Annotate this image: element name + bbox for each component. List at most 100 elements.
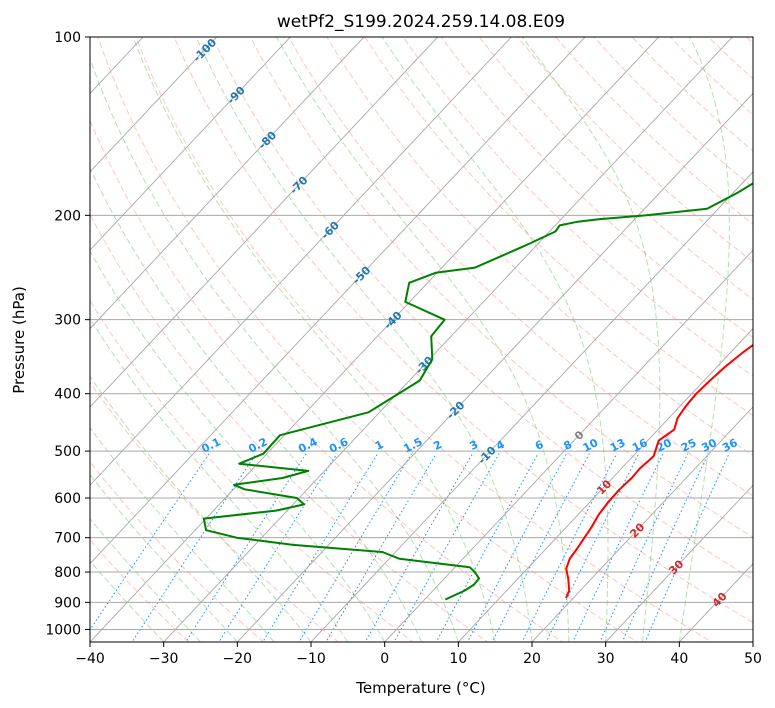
moist-adiabat bbox=[195, 37, 533, 642]
moist-adiabat bbox=[381, 37, 609, 642]
mixing-ratio-label: 30 bbox=[699, 436, 719, 455]
moist-adiabat bbox=[90, 426, 275, 642]
mixing-ratio-line bbox=[599, 453, 689, 642]
isotherm bbox=[605, 484, 753, 642]
mixing-ratio-label: 13 bbox=[608, 436, 628, 455]
dry-adiabat bbox=[517, 37, 753, 263]
mixing-ratio-label: 0.1 bbox=[200, 435, 223, 455]
mixing-ratio-label: 36 bbox=[720, 436, 740, 455]
mixing-ratio-line bbox=[644, 453, 730, 642]
dry-adiabat bbox=[211, 37, 753, 581]
axes: −40 −30 −20 −10 0 10 20 30 40 50 100 200 300 400 500 60… bbox=[45, 30, 762, 667]
dry-adiabat bbox=[97, 37, 639, 642]
dry-adiabat bbox=[326, 37, 753, 456]
moist-adiabat bbox=[132, 37, 496, 642]
isotherm bbox=[90, 37, 218, 173]
mixing-ratio-line bbox=[491, 453, 590, 642]
isotherm bbox=[310, 171, 753, 642]
y-tick-label: 800 bbox=[54, 565, 81, 581]
dry-adiabat bbox=[90, 299, 414, 642]
x-tick-label: 40 bbox=[670, 651, 688, 667]
moist-adiabat bbox=[90, 375, 312, 642]
mixing-ratio-line bbox=[621, 453, 709, 642]
dry-adiabat bbox=[90, 538, 190, 642]
isotherm bbox=[90, 37, 660, 642]
y-tick-label: 400 bbox=[54, 387, 81, 403]
dry-adiabat bbox=[364, 37, 753, 417]
mixing-ratio-line bbox=[435, 453, 539, 642]
y-tick-label: 300 bbox=[54, 313, 81, 329]
y-tick-label: 200 bbox=[54, 208, 81, 224]
y-tick-label: 900 bbox=[54, 595, 81, 611]
isotherm bbox=[678, 563, 753, 642]
mixing-ratio-line bbox=[90, 453, 210, 631]
mixing-ratio-label: 0.4 bbox=[296, 435, 320, 456]
profile-series bbox=[202, 182, 753, 601]
moist-adiabat bbox=[276, 37, 570, 642]
dry-adiabat bbox=[249, 37, 753, 538]
dry-adiabat bbox=[135, 37, 713, 642]
isotherm bbox=[752, 641, 753, 642]
temperature-profile bbox=[565, 343, 753, 599]
moist-adiabat bbox=[90, 167, 422, 642]
x-tick-label: 0 bbox=[380, 651, 389, 667]
isotherm bbox=[457, 327, 753, 642]
plot-frame bbox=[89, 36, 754, 643]
mixing-ratio-line bbox=[364, 453, 473, 642]
x-tick-label: 30 bbox=[597, 651, 615, 667]
moist-adiabat bbox=[90, 560, 165, 642]
dry-adiabat bbox=[173, 37, 753, 624]
isotherm bbox=[90, 37, 439, 408]
x-tick-label: −40 bbox=[75, 651, 105, 667]
x-axis-label: Temperature (°C) bbox=[355, 679, 485, 697]
dry-adiabat bbox=[555, 37, 753, 226]
isotherm bbox=[90, 37, 365, 330]
isotherm bbox=[531, 406, 753, 642]
dry-adiabat bbox=[90, 213, 489, 642]
isotherm bbox=[90, 37, 291, 251]
mixing-ratio-line bbox=[545, 453, 640, 642]
mixing-ratio-line bbox=[521, 453, 618, 642]
mixing-ratio-line bbox=[298, 453, 412, 642]
y-tick-label: 100 bbox=[54, 30, 81, 46]
y-tick-label: 500 bbox=[54, 444, 81, 460]
isotherm bbox=[384, 249, 753, 642]
mixing-ratio-label: 1.5 bbox=[401, 435, 424, 455]
y-tick-label: 1000 bbox=[45, 622, 81, 638]
dry-adiabat bbox=[288, 37, 753, 497]
isotherm bbox=[90, 37, 586, 565]
moist-adiabat bbox=[90, 518, 201, 642]
mixing-ratio-line bbox=[218, 453, 338, 642]
y-tick-label: 700 bbox=[54, 531, 81, 547]
dry-adiabat bbox=[478, 37, 753, 300]
isotherm bbox=[163, 37, 733, 642]
dry-adiabat bbox=[745, 37, 753, 44]
isotherm bbox=[90, 37, 512, 486]
mixing-ratio-line bbox=[262, 453, 379, 642]
moist-adiabat bbox=[90, 250, 386, 642]
y-axis-label: Pressure (hPa) bbox=[10, 286, 28, 394]
mixing-ratio-label: 10 bbox=[581, 436, 601, 455]
dry-adiabat bbox=[90, 381, 340, 642]
dry-adiabat bbox=[631, 37, 753, 152]
dry-adiabat bbox=[707, 37, 753, 80]
dewpoint-profile bbox=[202, 182, 753, 601]
mixing-ratio-line bbox=[393, 453, 500, 642]
x-tick-label: 50 bbox=[744, 651, 762, 667]
mixing-ratio-line bbox=[572, 453, 664, 642]
dry-adiabat bbox=[756, 10, 775, 654]
mixing-ratio-label: 0.2 bbox=[246, 435, 269, 455]
mixing-ratio-line bbox=[325, 453, 437, 642]
moist-adiabat bbox=[678, 37, 730, 642]
mixing-ratio-line bbox=[466, 453, 568, 642]
background-lines bbox=[90, 10, 775, 654]
mixing-ratio-label: 25 bbox=[679, 436, 699, 455]
dry-adiabat bbox=[440, 37, 753, 339]
dry-adiabat bbox=[669, 37, 753, 116]
x-tick-label: −20 bbox=[223, 651, 253, 667]
moist-adiabat bbox=[90, 317, 349, 642]
moist-adiabat bbox=[521, 37, 661, 642]
x-tick-label: 10 bbox=[449, 651, 467, 667]
isotherm-label: -100 bbox=[191, 36, 220, 65]
